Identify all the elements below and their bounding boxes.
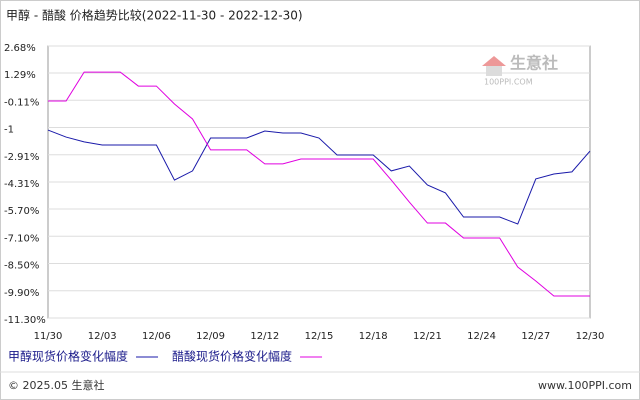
series-line xyxy=(48,71,590,297)
x-tick-label: 12/03 xyxy=(88,331,117,342)
watermark-sub: 100PPI.COM xyxy=(484,78,533,87)
chart-title: 甲醇 - 醋酸 价格趋势比较(2022-11-30 - 2022-12-30) xyxy=(6,8,303,23)
y-tick-label: -11.30% xyxy=(4,315,46,326)
x-tick-label: 12/30 xyxy=(576,331,605,342)
x-tick-label: 12/09 xyxy=(196,331,225,342)
watermark: 生意社 xyxy=(510,54,558,73)
y-tick-label: -8.50% xyxy=(4,261,39,272)
legend-label: 甲醇现货价格变化幅度 xyxy=(8,349,128,364)
y-tick-label: -4.31% xyxy=(4,179,39,190)
footer-right: www.100PPI.com xyxy=(538,379,632,392)
y-tick-label: -9.90% xyxy=(4,288,39,299)
series-line xyxy=(47,129,591,225)
watermark-icon xyxy=(482,56,506,76)
y-tick-label: -0.11% xyxy=(4,97,39,108)
y-tick-label: 2.68% xyxy=(4,43,36,54)
x-tick-label: 12/18 xyxy=(359,331,388,342)
x-tick-label: 12/06 xyxy=(142,331,171,342)
x-tick-label: 12/21 xyxy=(413,331,442,342)
x-tick-label: 12/24 xyxy=(467,331,496,342)
x-tick-label: 12/27 xyxy=(521,331,550,342)
y-tick-label: -2.91% xyxy=(4,152,39,163)
y-tick-label: 1.29% xyxy=(4,70,36,81)
footer-left: © 2025.05 生意社 xyxy=(8,378,104,392)
legend-label: 醋酸现货价格变化幅度 xyxy=(172,349,292,364)
x-tick-label: 12/12 xyxy=(250,331,279,342)
y-tick-label: -7.10% xyxy=(4,233,39,244)
x-tick-label: 12/15 xyxy=(305,331,334,342)
y-tick-label: -1 xyxy=(4,125,14,136)
y-tick-label: -5.70% xyxy=(4,206,39,217)
x-tick-label: 11/30 xyxy=(34,331,63,342)
